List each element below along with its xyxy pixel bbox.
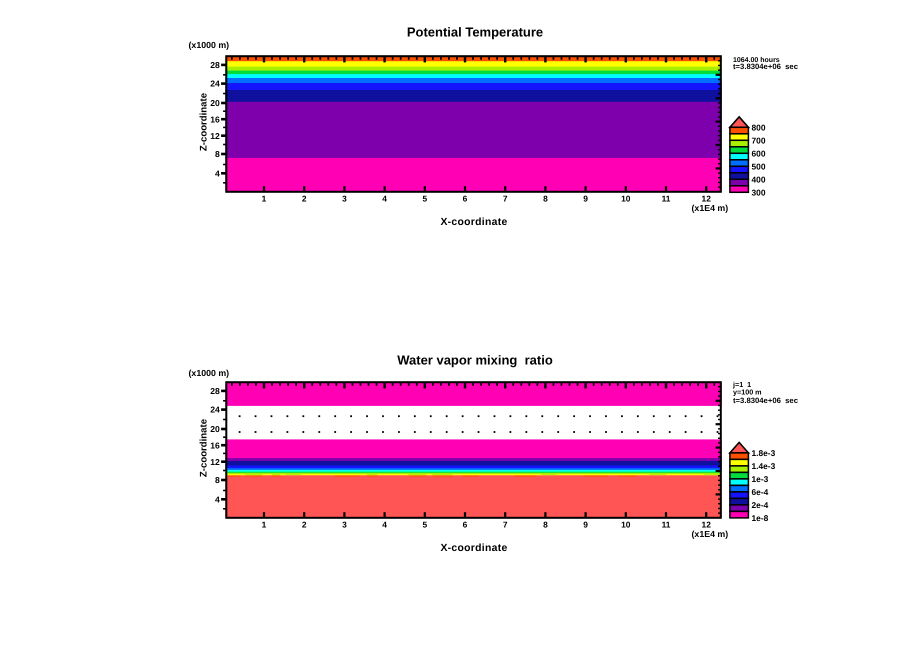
svg-text:600: 600: [752, 148, 766, 158]
svg-text:8: 8: [215, 475, 220, 485]
svg-text:28: 28: [210, 60, 220, 70]
svg-text:Potential Temperature: Potential Temperature: [407, 24, 543, 39]
svg-text:4: 4: [215, 494, 220, 504]
svg-text:2e-4: 2e-4: [752, 500, 769, 510]
svg-text:8: 8: [543, 519, 548, 529]
svg-text:(x1E4 m): (x1E4 m): [692, 203, 729, 213]
svg-text:20: 20: [210, 98, 220, 108]
svg-text:10: 10: [621, 193, 631, 203]
svg-text:X-coordinate: X-coordinate: [440, 217, 507, 228]
svg-text:1e-3: 1e-3: [752, 474, 769, 484]
svg-text:24: 24: [210, 79, 220, 89]
svg-text:500: 500: [752, 161, 766, 171]
svg-text:11: 11: [662, 519, 671, 529]
svg-text:5: 5: [422, 519, 427, 529]
svg-text:6: 6: [463, 519, 468, 529]
svg-text:8: 8: [543, 193, 548, 203]
svg-text:(x1E4 m): (x1E4 m): [692, 529, 729, 539]
svg-text:12: 12: [702, 519, 712, 529]
svg-text:9: 9: [583, 519, 588, 529]
svg-text:7: 7: [503, 193, 508, 203]
svg-text:800: 800: [752, 122, 766, 132]
svg-text:1064.00 hours: 1064.00 hours: [733, 56, 780, 64]
svg-text:(x1000 m): (x1000 m): [189, 368, 230, 378]
svg-text:9: 9: [583, 193, 588, 203]
svg-text:t=3.8304e+06 sec: t=3.8304e+06 sec: [733, 62, 799, 71]
svg-text:16: 16: [210, 440, 220, 450]
svg-text:8: 8: [215, 149, 220, 159]
svg-text:400: 400: [752, 174, 766, 184]
svg-text:12: 12: [210, 131, 220, 141]
svg-text:6e-4: 6e-4: [752, 487, 769, 497]
svg-text:2: 2: [302, 193, 307, 203]
svg-text:4: 4: [382, 193, 387, 203]
svg-text:12: 12: [702, 193, 712, 203]
svg-text:X-coordinate: X-coordinate: [440, 543, 507, 554]
svg-text:12: 12: [210, 457, 220, 467]
svg-text:700: 700: [752, 135, 766, 145]
svg-text:11: 11: [662, 193, 671, 203]
svg-text:t=3.8304e+06 sec: t=3.8304e+06 sec: [733, 396, 799, 405]
svg-text:6: 6: [463, 193, 468, 203]
svg-text:j=1 1: j=1 1: [732, 380, 751, 389]
svg-text:7: 7: [503, 519, 508, 529]
svg-text:2: 2: [302, 519, 307, 529]
svg-text:20: 20: [210, 424, 220, 434]
svg-text:4: 4: [215, 168, 220, 178]
svg-text:Water vapor mixing ratio: Water vapor mixing ratio: [397, 352, 553, 367]
svg-text:16: 16: [210, 114, 220, 124]
svg-text:300: 300: [752, 187, 766, 197]
svg-text:10: 10: [621, 519, 631, 529]
svg-text:1e-8: 1e-8: [752, 513, 769, 523]
svg-text:28: 28: [210, 386, 220, 396]
svg-text:(x1000 m): (x1000 m): [189, 40, 230, 50]
svg-text:Z-coordinate: Z-coordinate: [199, 93, 210, 151]
svg-text:5: 5: [422, 193, 427, 203]
svg-text:3: 3: [342, 519, 347, 529]
svg-text:1.8e-3: 1.8e-3: [752, 448, 776, 458]
svg-text:4: 4: [382, 519, 387, 529]
svg-text:Z-coordinate: Z-coordinate: [199, 419, 210, 477]
svg-text:3: 3: [342, 193, 347, 203]
svg-text:1: 1: [262, 193, 267, 203]
svg-text:1.4e-3: 1.4e-3: [752, 461, 776, 471]
svg-text:y=100 m: y=100 m: [733, 388, 762, 397]
svg-text:24: 24: [210, 405, 220, 415]
svg-text:1: 1: [262, 519, 267, 529]
